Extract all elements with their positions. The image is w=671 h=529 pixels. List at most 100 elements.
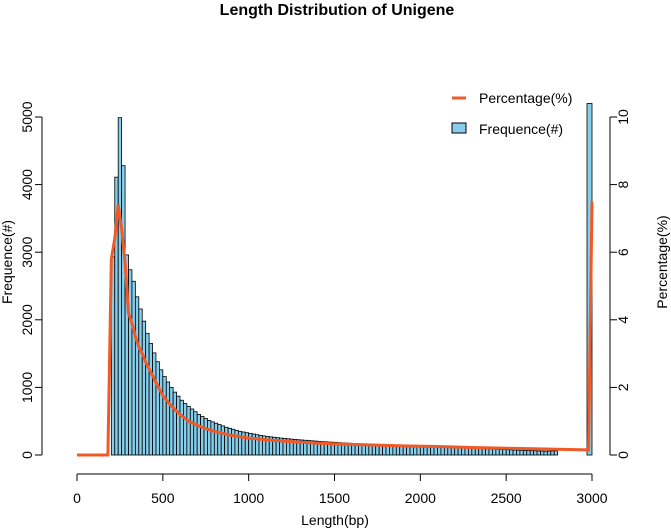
histogram-bar [550,450,555,456]
y-ticks: 0 1000 2000 3000 4000 5000 [19,101,42,459]
histogram-bar [117,117,123,456]
histogram-bar [179,399,184,456]
histogram-bar [234,429,239,456]
histogram-bar [165,381,171,456]
y-tick-label: 1000 [19,372,35,403]
histogram-bar [131,280,136,456]
histogram-bar [522,450,528,456]
histogram-bar [454,447,459,456]
x-tick-label: 1500 [319,490,350,506]
histogram-bar [248,432,253,456]
histogram-bar [481,448,486,456]
histogram-bar [141,320,147,456]
histogram-bar [207,420,212,456]
histogram-bar [189,408,195,456]
histogram-bar [227,427,232,456]
histogram-bar [443,446,449,456]
x-axis-label: Length(bp) [301,512,369,528]
histogram-bar [162,376,167,456]
y-tick-label: 4000 [19,169,35,200]
histogram-bars [110,103,593,456]
histogram-bar [471,447,476,456]
x-tick-label: 2500 [491,490,522,506]
histogram-bar [152,352,157,456]
legend-bar-swatch [451,122,467,134]
histogram-bar [474,448,480,456]
x-tick-label: 0 [73,490,81,506]
y-tick-label: 3000 [19,236,35,267]
histogram-bar [121,165,126,456]
histogram-bar [241,431,246,456]
histogram-bar [237,430,243,456]
histogram-bar [176,395,181,456]
histogram-bar [529,450,535,456]
histogram-bar [543,450,548,456]
histogram-bar [495,448,500,456]
histogram-bar [134,296,140,456]
y2-tick-label: 10 [615,109,631,125]
y2-axis-label: Percentage(%) [654,215,670,308]
histogram-bar [437,446,442,456]
histogram-bar [461,447,466,456]
histogram-bar [488,448,493,456]
histogram-bar [536,450,541,456]
histogram-bar [440,446,445,456]
percentage-line [77,201,594,457]
histogram-bar [200,416,205,456]
chart-title: Length Distribution of Unigene [220,2,455,19]
y-tick-label: 2000 [19,304,35,335]
y-tick-label: 0 [19,451,35,459]
histogram-bar [485,448,490,456]
histogram-bar [464,447,469,456]
histogram-bar [155,361,160,456]
histogram-bar [158,369,164,456]
histogram-bar [203,418,208,456]
x-tick-label: 1000 [233,490,264,506]
legend-label-percentage: Percentage(%) [479,90,572,106]
x-ticks: 0 500 1000 1500 2000 2500 3000 [73,474,608,506]
y2-tick-label: 4 [615,316,631,324]
x-tick-label: 3000 [576,490,607,506]
x-tick-label: 2000 [405,490,436,506]
histogram-bar [217,424,222,456]
histogram-bar [509,449,514,456]
histogram-bar [467,447,473,456]
histogram-bar [540,450,545,456]
histogram-bar [526,450,531,456]
y2-tick-label: 2 [615,383,631,391]
histogram-bar [478,448,483,456]
histogram-bar [145,332,150,456]
histogram-bar [430,446,435,456]
histogram-bar [244,432,250,456]
histogram-bar [546,450,552,456]
histogram-bar [231,428,236,456]
histogram-bar [172,391,177,456]
y-axis-label: Frequence(#) [0,220,15,304]
y2-tick-label: 8 [615,180,631,188]
histogram-bar [224,426,229,456]
histogram-bar [128,269,133,456]
histogram-bar [457,447,462,456]
histogram-bar [210,421,215,456]
histogram-bar [183,403,188,456]
histogram-bar [148,343,153,456]
y2-tick-label: 6 [615,248,631,256]
legend-label-frequence: Frequence(#) [479,121,563,137]
histogram-bar [498,449,504,456]
histogram-bar [138,308,143,456]
y-tick-label: 5000 [19,101,35,132]
histogram-bar [553,450,559,456]
histogram-bar [186,405,191,456]
histogram-bar [505,449,510,456]
histogram-bar [519,449,524,456]
histogram-bar [196,414,202,456]
histogram-bar [502,449,507,456]
histogram-bar [492,448,497,456]
histogram-bar [220,425,226,456]
legend: Percentage(%) Frequence(#) [451,90,572,137]
histogram-bar [169,386,174,456]
histogram-bar [433,446,438,456]
histogram-bar [516,449,521,456]
x-tick-label: 500 [151,490,175,506]
